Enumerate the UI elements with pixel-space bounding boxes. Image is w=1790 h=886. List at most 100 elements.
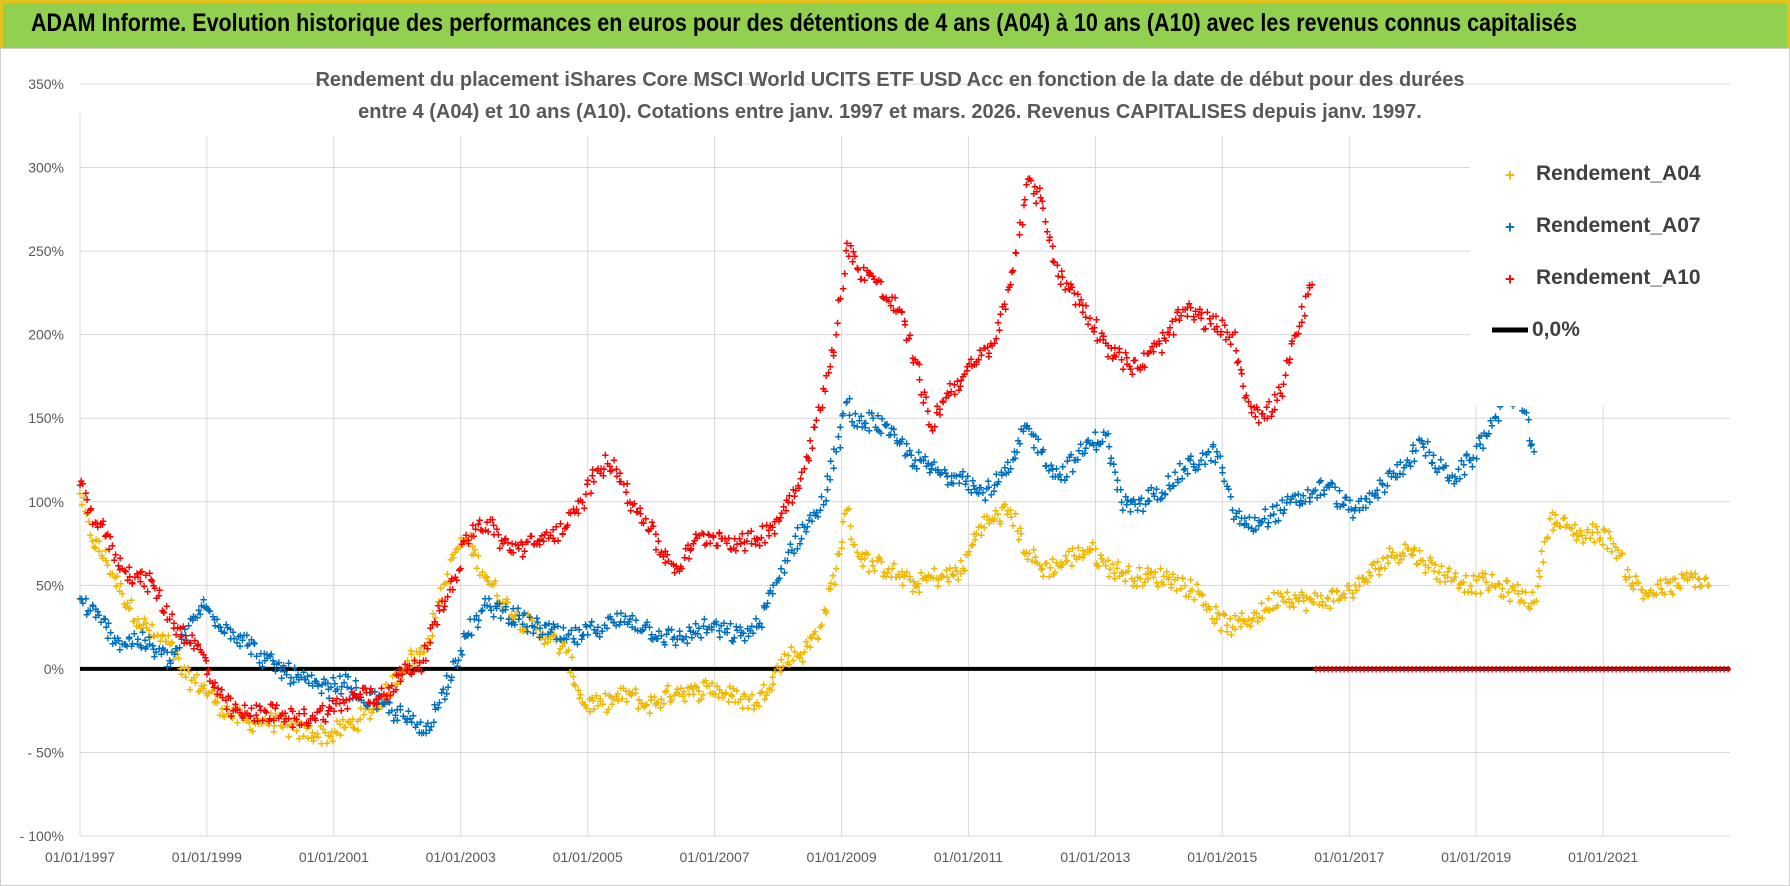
data-marker: + bbox=[468, 628, 475, 642]
data-marker: + bbox=[845, 249, 852, 263]
data-marker: + bbox=[126, 601, 133, 615]
data-marker: + bbox=[715, 690, 722, 704]
data-marker: + bbox=[1145, 346, 1152, 360]
data-marker: + bbox=[492, 574, 499, 588]
data-marker: + bbox=[664, 547, 671, 561]
data-marker: + bbox=[765, 528, 772, 542]
data-marker: + bbox=[998, 468, 1005, 482]
data-marker: + bbox=[104, 631, 111, 645]
data-marker: + bbox=[1691, 580, 1698, 594]
data-point: + bbox=[833, 562, 840, 576]
data-marker: + bbox=[168, 645, 175, 659]
data-marker: + bbox=[202, 650, 209, 664]
data-marker: + bbox=[1217, 624, 1224, 638]
data-marker: + bbox=[487, 599, 494, 613]
data-point: + bbox=[1071, 453, 1078, 467]
data-marker: + bbox=[394, 677, 401, 691]
data-marker: + bbox=[957, 566, 964, 580]
data-marker: + bbox=[976, 343, 983, 357]
data-point: + bbox=[658, 692, 665, 706]
data-marker: + bbox=[247, 722, 254, 736]
data-marker: + bbox=[432, 616, 439, 630]
data-marker: + bbox=[526, 610, 533, 624]
data-marker: + bbox=[1144, 561, 1151, 575]
data-marker: + bbox=[763, 600, 770, 614]
data-marker: + bbox=[1504, 574, 1511, 588]
data-marker: + bbox=[435, 700, 442, 714]
data-point: + bbox=[420, 645, 427, 659]
data-marker: + bbox=[652, 698, 659, 712]
data-marker: + bbox=[634, 623, 641, 637]
data-marker: + bbox=[1582, 531, 1589, 545]
data-marker: + bbox=[1090, 438, 1097, 452]
data-marker: + bbox=[654, 632, 661, 646]
data-marker: + bbox=[834, 316, 841, 330]
data-marker: + bbox=[147, 629, 154, 643]
data-marker: + bbox=[1320, 483, 1327, 497]
data-point: + bbox=[1197, 587, 1204, 601]
data-marker: + bbox=[841, 506, 848, 520]
data-marker: + bbox=[1486, 581, 1493, 595]
data-marker: + bbox=[257, 647, 264, 661]
zero-marker: + bbox=[1376, 662, 1383, 676]
data-point: + bbox=[817, 620, 824, 634]
data-marker: + bbox=[1456, 577, 1463, 591]
data-marker: + bbox=[993, 332, 1000, 346]
data-marker: + bbox=[243, 706, 250, 720]
data-point: + bbox=[817, 503, 824, 517]
data-marker: + bbox=[1212, 455, 1219, 469]
data-marker: + bbox=[339, 713, 346, 727]
data-marker: + bbox=[407, 644, 414, 658]
data-marker: + bbox=[777, 562, 784, 576]
data-marker: + bbox=[712, 614, 719, 628]
data-marker: + bbox=[296, 732, 303, 746]
data-marker: + bbox=[780, 499, 787, 513]
data-marker: + bbox=[1306, 278, 1313, 292]
data-marker: + bbox=[901, 317, 908, 331]
data-marker: + bbox=[933, 406, 940, 420]
data-marker: + bbox=[1237, 619, 1244, 633]
data-marker: + bbox=[537, 627, 544, 641]
data-point: + bbox=[1023, 177, 1030, 191]
data-marker: + bbox=[300, 729, 307, 743]
data-marker: + bbox=[590, 475, 597, 489]
data-marker: + bbox=[502, 531, 509, 545]
data-marker: + bbox=[1190, 593, 1197, 607]
data-marker: + bbox=[1025, 172, 1032, 186]
data-marker: + bbox=[570, 677, 577, 691]
data-marker: + bbox=[903, 447, 910, 461]
data-marker: + bbox=[1032, 555, 1039, 569]
data-marker: + bbox=[1452, 566, 1459, 580]
data-marker: + bbox=[418, 641, 425, 655]
data-marker: + bbox=[632, 613, 639, 627]
data-marker: + bbox=[371, 696, 378, 710]
data-marker: + bbox=[468, 548, 475, 562]
data-marker: + bbox=[1413, 556, 1420, 570]
data-point: + bbox=[753, 532, 760, 546]
data-marker: + bbox=[999, 501, 1006, 515]
data-marker: + bbox=[1051, 565, 1058, 579]
data-marker: + bbox=[218, 702, 225, 716]
data-marker: + bbox=[741, 687, 748, 701]
x-tick-label: 01/01/2015 bbox=[1187, 849, 1257, 865]
data-marker: + bbox=[684, 681, 691, 695]
data-marker: + bbox=[554, 619, 561, 633]
data-marker: + bbox=[955, 383, 962, 397]
data-marker: + bbox=[183, 633, 190, 647]
data-marker: + bbox=[1420, 440, 1427, 454]
data-marker: + bbox=[1076, 297, 1083, 311]
data-marker: + bbox=[1376, 567, 1383, 581]
data-point: + bbox=[869, 269, 876, 283]
data-marker: + bbox=[1173, 584, 1180, 598]
data-point: + bbox=[245, 715, 252, 729]
data-marker: + bbox=[227, 631, 234, 645]
data-marker: + bbox=[458, 537, 465, 551]
data-marker: + bbox=[1076, 550, 1083, 564]
data-marker: + bbox=[640, 516, 647, 530]
data-marker: + bbox=[702, 673, 709, 687]
data-marker: + bbox=[694, 531, 701, 545]
data-point: + bbox=[356, 687, 363, 701]
data-marker: + bbox=[1065, 282, 1072, 296]
data-marker: + bbox=[1265, 516, 1272, 530]
data-marker: + bbox=[1374, 491, 1381, 505]
